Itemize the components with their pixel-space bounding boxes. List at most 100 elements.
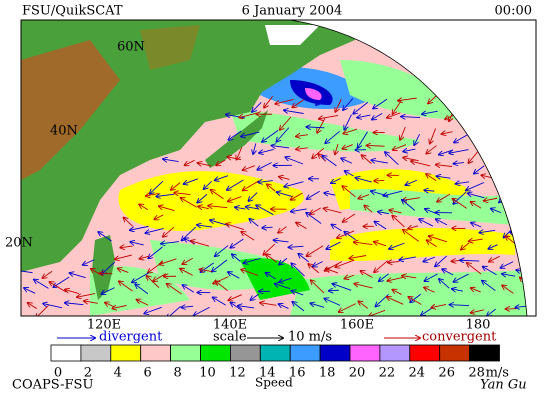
wind-arrow [296, 148, 308, 149]
wind-arrow [452, 199, 467, 209]
wind-arrow [275, 99, 294, 103]
wind-arrow [403, 149, 416, 151]
wind-arrow [280, 116, 292, 130]
wind-arrow [324, 193, 336, 195]
wind-arrow [243, 165, 255, 171]
wind-arrow [454, 163, 464, 164]
wind-arrow [466, 182, 485, 190]
wind-arrow [360, 271, 373, 278]
wind-arrow [250, 293, 260, 300]
wind-arrow [426, 145, 437, 154]
wind-arrow [398, 98, 417, 101]
wind-arrow [144, 306, 162, 313]
legend-divergent: divergent [99, 330, 163, 345]
wind-arrow [215, 175, 229, 181]
lon-label: 180 [466, 318, 491, 333]
colorbar-tick: 8 [173, 366, 181, 381]
colorbar-box [349, 344, 381, 362]
wind-arrow [313, 261, 323, 266]
wind-arrow [373, 98, 388, 108]
wind-arrow [34, 280, 49, 289]
wind-arrow [408, 226, 419, 229]
wind-arrow [291, 209, 307, 212]
colorbar-tick: 20 [349, 366, 366, 381]
wind-arrow [450, 305, 470, 306]
wind-arrow [502, 274, 516, 276]
wind-arrow [442, 269, 454, 276]
wind-arrow [308, 264, 320, 274]
wind-arrow [491, 209, 502, 214]
wind-arrow [130, 225, 149, 230]
wind-arrow [387, 276, 404, 281]
wind-arrow [145, 227, 164, 233]
wind-arrow [181, 306, 194, 307]
wind-arrow [197, 225, 213, 227]
wind-arrow [374, 260, 388, 273]
wind-arrow [422, 111, 438, 114]
wind-arrow [498, 171, 515, 179]
wind-arrow [263, 243, 276, 255]
wind-arrow [502, 285, 514, 294]
wind-arrow [344, 114, 352, 130]
wind-arrow [374, 242, 387, 247]
wind-arrow [249, 219, 259, 227]
wind-arrow [130, 242, 144, 245]
wind-arrow [419, 219, 434, 227]
wind-arrow [232, 254, 241, 262]
wind-arrow [43, 304, 63, 309]
wind-arrow [484, 198, 498, 201]
wind-arrow [339, 303, 356, 312]
wind-arrow [120, 246, 133, 248]
map-edge [21, 19, 528, 317]
wind-arrow [124, 218, 134, 227]
wind-arrow [429, 236, 448, 243]
wind-arrow [292, 99, 305, 107]
colorbar-unit: m/s [486, 366, 509, 381]
wind-arrow [241, 232, 255, 241]
wind-arrow [441, 132, 453, 134]
wind-arrow [119, 281, 133, 292]
wind-arrow [424, 273, 438, 281]
wind-arrow [428, 95, 437, 104]
wind-arrow [83, 259, 95, 265]
wind-arrow [473, 102, 486, 104]
wind-arrow [369, 309, 386, 316]
lat-label: 60N [117, 40, 145, 55]
wind-arrow [102, 287, 115, 294]
wind-arrow [132, 272, 150, 283]
wind-arrow [343, 213, 356, 222]
colorbar-tick: 10 [199, 366, 216, 381]
wind-arrow [235, 207, 246, 209]
wind-arrow [483, 267, 497, 276]
title: FSU/QuikSCAT [22, 4, 123, 19]
wind-arrow [262, 130, 279, 142]
map [21, 20, 527, 316]
wind-arrow [401, 117, 421, 118]
wind-arrow [289, 246, 304, 247]
wind-arrow [326, 269, 339, 274]
wind-arrow [77, 293, 96, 298]
wind-arrow [279, 277, 292, 282]
wind-arrow [325, 130, 340, 143]
wind-arrow [405, 179, 418, 185]
wind-arrow [389, 210, 402, 213]
wind-arrow [489, 255, 500, 261]
wind-arrow [479, 230, 496, 232]
wind-arrow [499, 191, 511, 203]
wind-arrow [436, 219, 448, 226]
wind-arrow [147, 276, 160, 288]
wind-arrow [403, 230, 420, 242]
wind-arrow [379, 273, 389, 281]
wind-arrow [266, 254, 278, 263]
wind-arrow [358, 301, 369, 309]
wind-arrow [284, 110, 304, 114]
wind-arrow [344, 275, 355, 278]
wind-arrow [291, 291, 304, 296]
wind-arrow [167, 284, 182, 295]
wind-arrow [279, 304, 289, 309]
wind-arrow [329, 290, 339, 291]
wind-arrow [70, 273, 86, 279]
wind-arrow [374, 222, 387, 230]
legend-scale-value: 10 m/s [288, 330, 332, 345]
